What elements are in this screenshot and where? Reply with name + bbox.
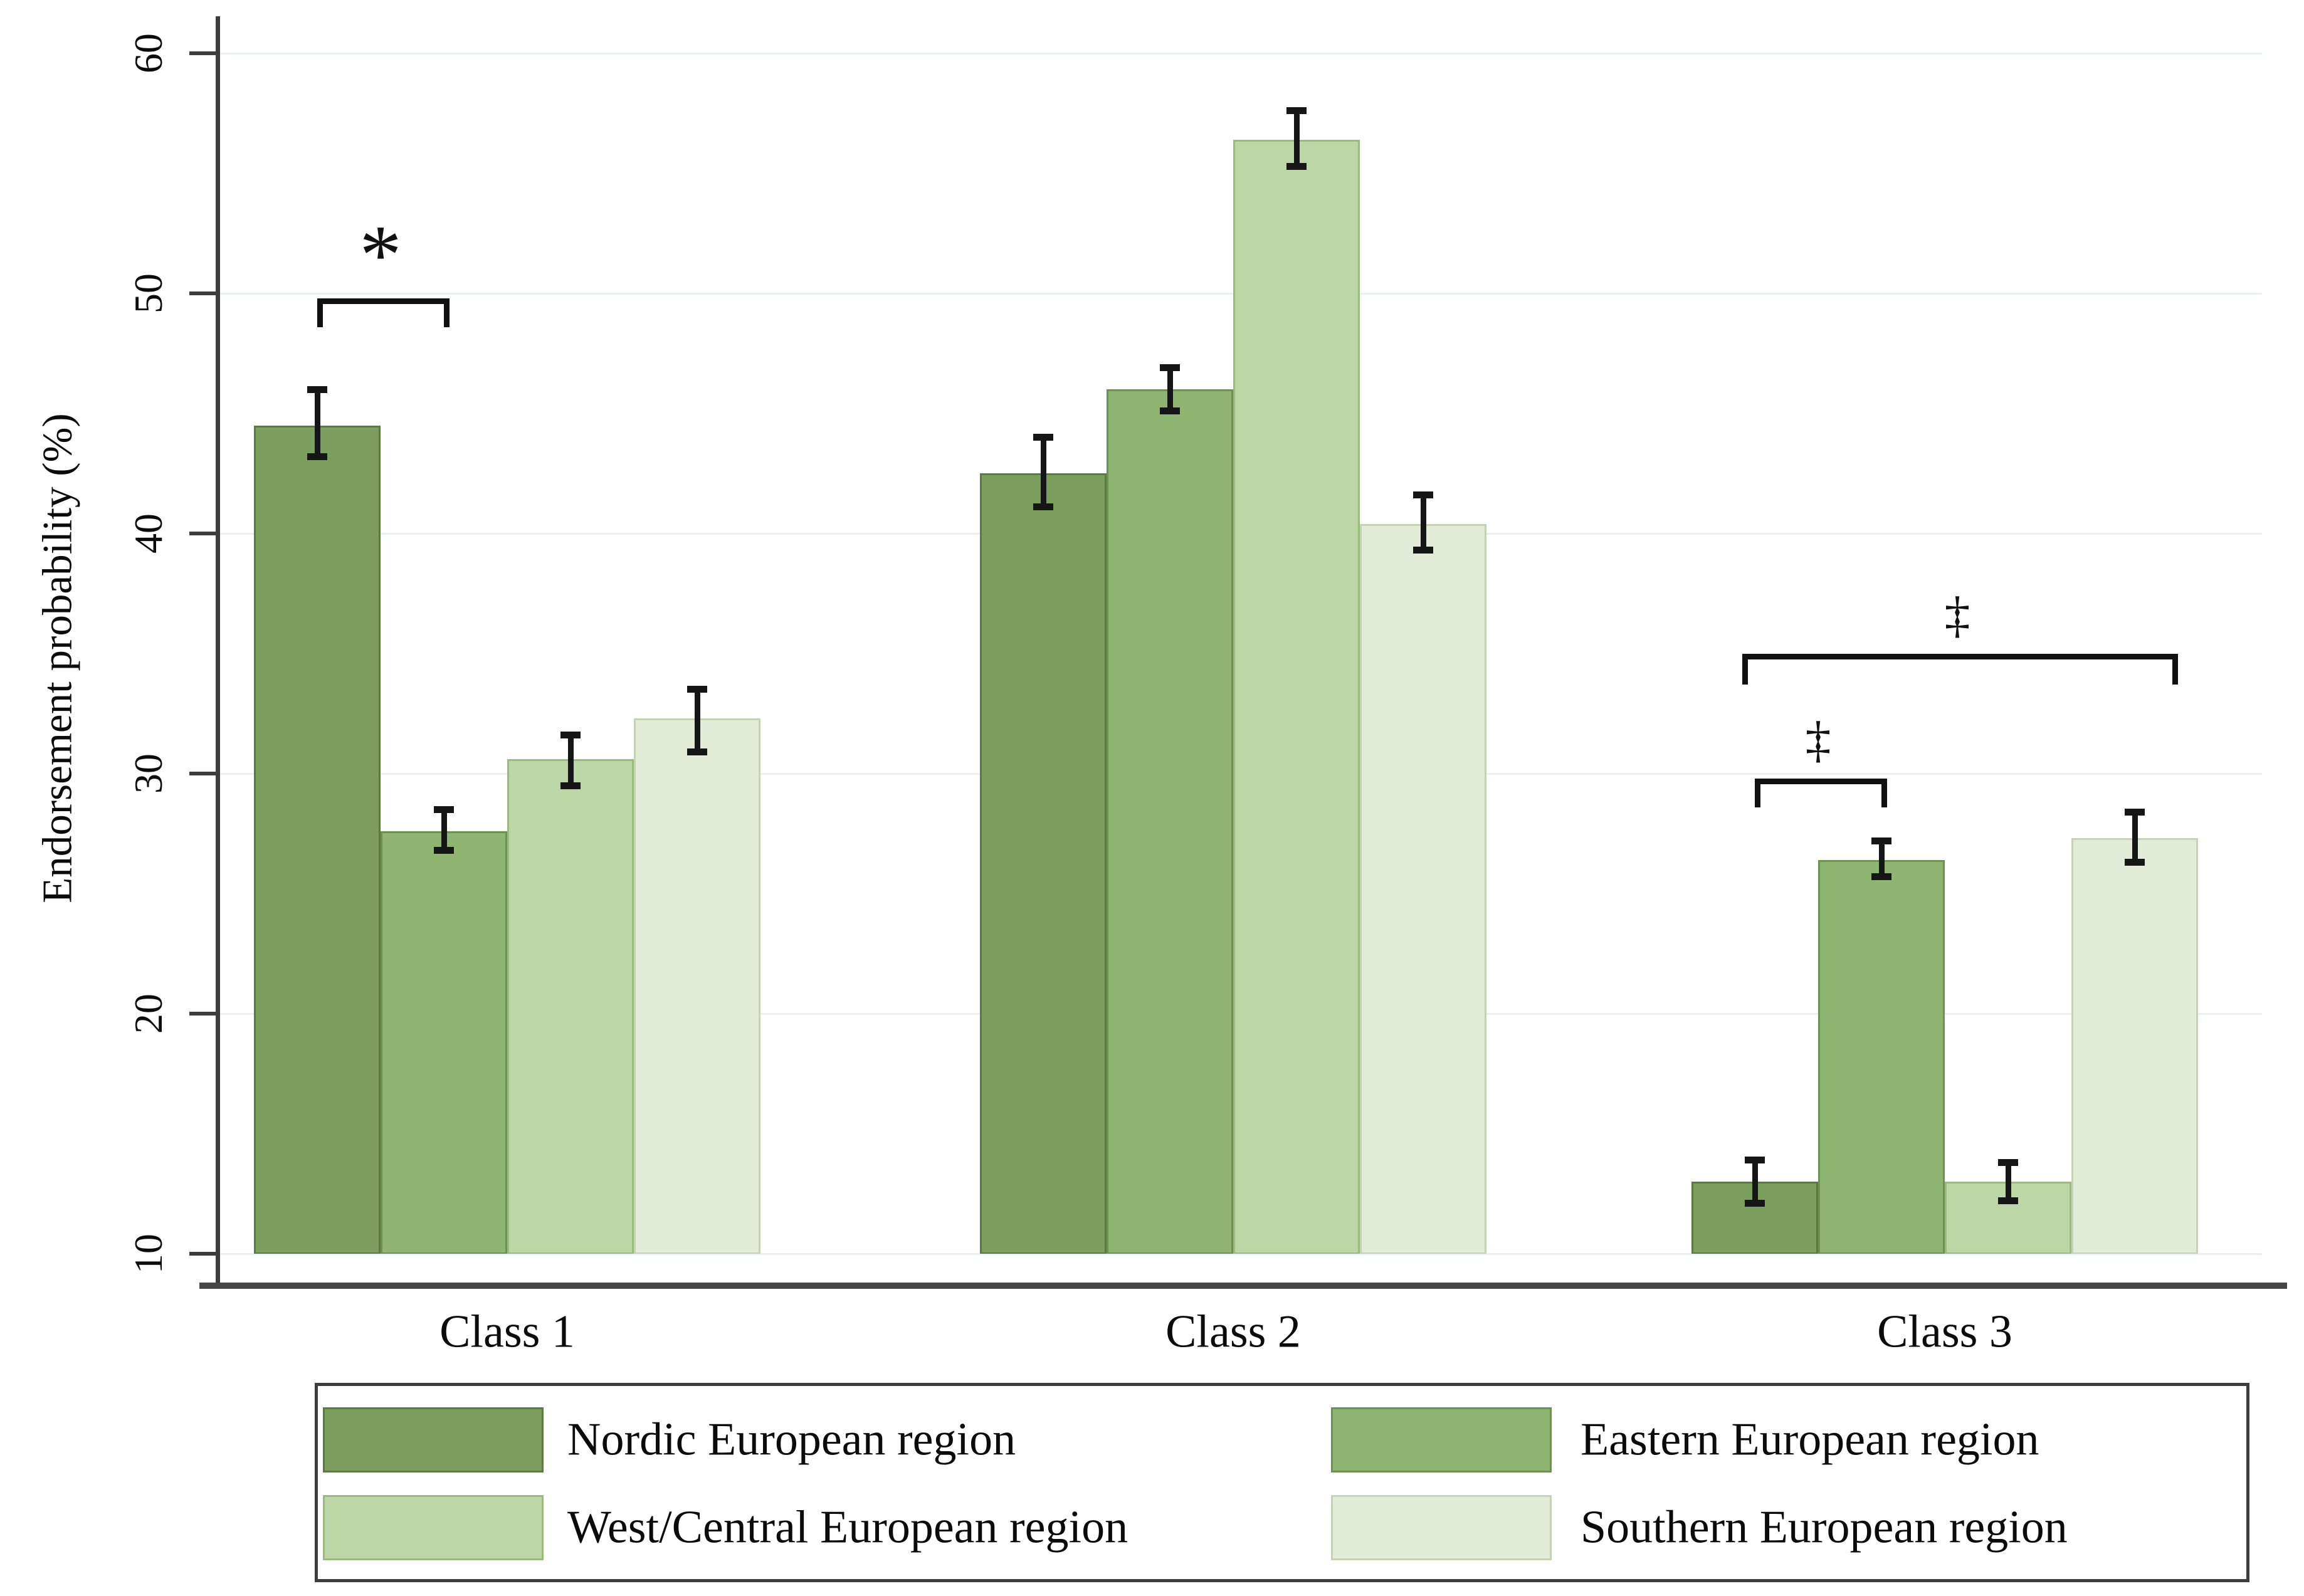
y-tick-label-20: 20 [126, 994, 171, 1034]
significance-bracket-top [317, 298, 450, 304]
y-tick-40 [189, 532, 216, 535]
legend-label: Eastern European region [1581, 1414, 2039, 1466]
significance-bracket-top [1755, 778, 1887, 784]
legend: Nordic European region Eastern European r… [315, 1383, 2249, 1582]
error-bar-cap-top [1286, 107, 1307, 115]
x-category-label-1: Class 1 [439, 1306, 575, 1358]
significance-bracket-right-drop [1881, 778, 1887, 807]
y-tick-label-60: 60 [126, 33, 171, 73]
legend-swatch-icon [323, 1495, 544, 1560]
error-bar-cap-top [1413, 491, 1433, 499]
error-bar-cap-bottom [687, 748, 707, 756]
error-bar-stem [1878, 841, 1885, 877]
error-bar-stem [1752, 1160, 1758, 1204]
error-bar-stem [567, 735, 574, 786]
error-bar-cap-bottom [307, 453, 327, 460]
y-tick-60 [189, 51, 216, 55]
legend-swatch-icon [323, 1407, 544, 1473]
y-tick-label-30: 30 [126, 753, 171, 794]
error-bar-cap-bottom [2125, 859, 2145, 866]
error-bar-cap-top [560, 732, 581, 739]
error-bar-stem [2132, 812, 2138, 863]
y-tick-20 [189, 1012, 216, 1016]
significance-symbol-2: ‡ [1805, 711, 1831, 769]
error-bar-cap-top [1160, 364, 1180, 372]
error-bar-cap-bottom [1998, 1197, 2018, 1205]
legend-label: Nordic European region [567, 1414, 1016, 1466]
bar-class-1-series4 [634, 718, 760, 1254]
error-bar-stem [314, 389, 320, 457]
significance-bracket-left-drop [1742, 653, 1748, 685]
error-bar-cap-top [687, 686, 707, 693]
error-bar-cap-bottom [1413, 547, 1433, 554]
gridline-60 [218, 53, 2262, 55]
error-bar-stem [441, 809, 447, 851]
error-bar-cap-bottom [560, 782, 581, 789]
error-bar-cap-top [1998, 1158, 2018, 1166]
bar-class-2-series3 [1233, 139, 1360, 1254]
bar-class-1-series3 [507, 759, 634, 1254]
bar-class-1-series1 [254, 425, 381, 1254]
significance-bracket-top [1742, 653, 2178, 659]
significance-bracket-left-drop [317, 298, 323, 327]
error-bar-stem [2005, 1162, 2011, 1201]
error-bar-cap-top [1745, 1157, 1765, 1164]
legend-label: Southern European region [1581, 1501, 2068, 1553]
error-bar-cap-bottom [1160, 407, 1180, 415]
error-bar-cap-top [1033, 434, 1053, 441]
bar-class-3-series1 [1691, 1182, 1818, 1254]
y-axis-title: Endorsement probability (%) [34, 413, 81, 903]
y-tick-label-40: 40 [126, 513, 171, 554]
y-tick-30 [189, 772, 216, 775]
y-tick-50 [189, 291, 216, 295]
bar-class-3-series2 [1818, 859, 1945, 1254]
bar-class-2-series4 [1360, 523, 1486, 1254]
significance-bracket-right-drop [2172, 653, 2178, 685]
significance-symbol-1: * [359, 208, 402, 302]
error-bar-stem [1420, 495, 1426, 550]
y-axis-line [216, 16, 220, 1289]
error-bar-stem [694, 689, 700, 752]
error-bar-cap-bottom [1871, 873, 1891, 881]
x-category-label-2: Class 2 [1165, 1306, 1301, 1358]
error-bar-stem [1167, 367, 1173, 411]
significance-symbol-3: ‡ [1944, 586, 1970, 644]
legend-swatch-icon [1331, 1495, 1552, 1560]
error-bar-cap-top [1871, 837, 1891, 844]
error-bar-cap-bottom [1286, 162, 1307, 170]
legend-label: West/Central European region [567, 1501, 1128, 1553]
significance-bracket-right-drop [444, 298, 450, 327]
error-bar-cap-top [307, 386, 327, 393]
error-bar-stem [1040, 437, 1046, 507]
bar-class-3-series3 [1945, 1182, 2071, 1254]
legend-swatch-icon [1331, 1407, 1552, 1473]
error-bar-cap-top [434, 806, 454, 813]
gridline-10 [218, 1253, 2262, 1255]
error-bar-stem [1293, 110, 1300, 166]
bar-class-1-series2 [381, 831, 507, 1254]
x-category-label-3: Class 3 [1877, 1306, 2012, 1358]
bar-class-3-series4 [2071, 838, 2198, 1254]
error-bar-cap-bottom [434, 847, 454, 854]
y-tick-label-50: 50 [126, 273, 171, 313]
y-tick-10 [189, 1252, 216, 1256]
error-bar-cap-top [2125, 808, 2145, 816]
y-tick-label-10: 10 [126, 1234, 171, 1274]
significance-bracket-left-drop [1755, 778, 1760, 807]
bar-class-2-series2 [1107, 389, 1233, 1254]
x-axis-line [199, 1283, 2287, 1289]
error-bar-cap-bottom [1745, 1200, 1765, 1207]
bar-class-2-series1 [980, 473, 1107, 1254]
error-bar-cap-bottom [1033, 503, 1053, 511]
